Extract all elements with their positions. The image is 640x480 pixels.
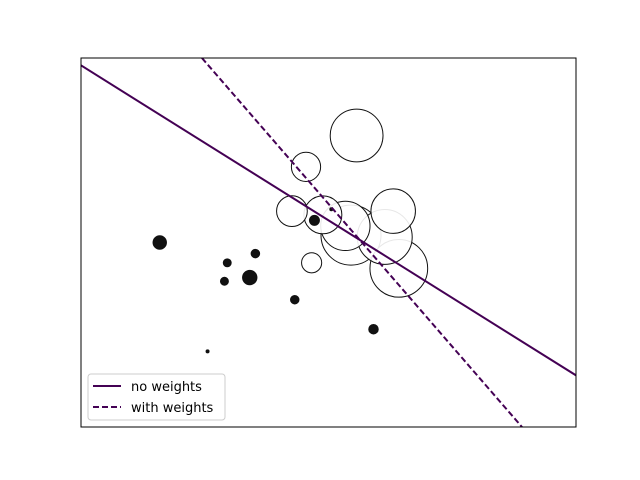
data-point-open [329,108,384,163]
data-point-filled [152,235,167,250]
boundary-lines-layer [81,58,576,427]
boundary-line-with-weights [201,58,523,427]
boundary-line-no-weights [81,64,576,377]
data-point-open [301,252,323,274]
data-point-filled [250,248,261,259]
legend-box [87,373,226,421]
plot-area-frame [80,57,577,428]
legend-label-no-weights: no weights [131,380,202,395]
data-point-open [370,188,416,234]
data-point-filled [368,323,379,335]
data-point-open [303,195,343,235]
legend-label-with-weights: with weights [131,401,214,416]
points-layer [152,108,429,354]
data-point-filled [205,349,210,354]
data-point-filled [308,214,320,226]
data-point-open [276,195,308,228]
data-point-filled [219,276,229,286]
data-point-filled [242,269,258,286]
data-point-open [290,151,322,182]
legend: no weights with weights [87,373,226,421]
data-point-filled [222,258,232,268]
data-point-filled [290,294,300,305]
